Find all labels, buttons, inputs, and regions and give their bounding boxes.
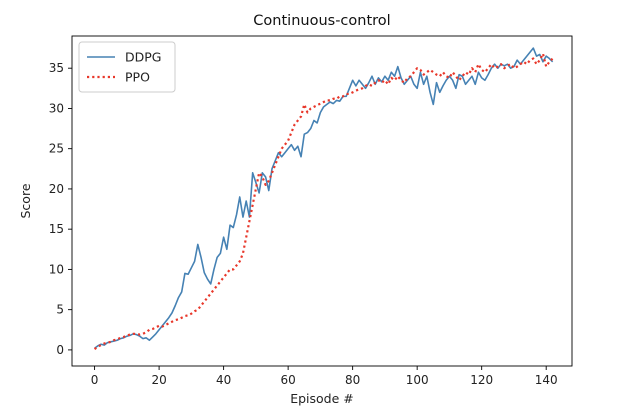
x-tick-label: 20 [151,373,166,387]
y-axis-label: Score [18,183,33,218]
legend-label-ddpg: DDPG [125,50,161,65]
y-tick-label: 35 [49,61,64,75]
x-axis-label: Episode # [290,391,354,406]
x-tick-label: 0 [91,373,99,387]
legend: DDPG PPO [78,41,176,93]
plot-frame [71,35,573,367]
plot-area [93,47,554,350]
x-axis: 0 20 40 60 80 100 120 140 [91,366,558,387]
legend-label-ppo: PPO [125,70,150,85]
x-tick-label: 140 [535,373,558,387]
y-tick-label: 10 [49,262,64,276]
x-tick-label: 120 [470,373,493,387]
y-tick-label: 20 [49,182,64,196]
x-tick-label: 60 [280,373,295,387]
x-tick-label: 40 [216,373,231,387]
y-tick-label: 15 [49,222,64,236]
series-line-ppo [93,52,554,350]
y-axis: 0 5 10 15 20 25 30 35 [49,61,72,357]
y-tick-label: 5 [56,303,64,317]
y-tick-label: 25 [49,142,64,156]
series-line-ddpg [94,47,554,349]
legend-box [78,41,176,93]
y-tick-label: 30 [49,101,64,115]
x-tick-label: 100 [406,373,429,387]
y-tick-label: 0 [56,343,64,357]
x-tick-label: 80 [345,373,360,387]
chart-title: Continuous-control [253,13,390,29]
